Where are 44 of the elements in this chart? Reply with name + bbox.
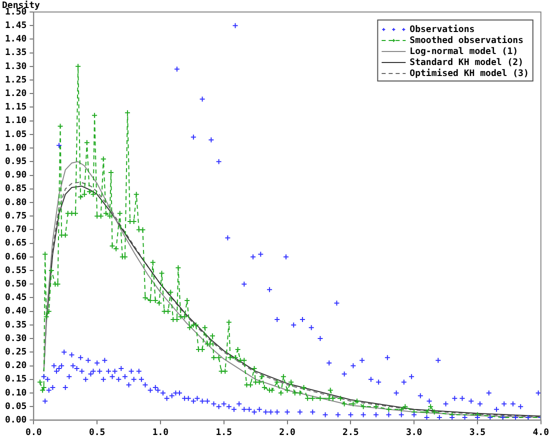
y-tick-label: 0.60 (4, 252, 27, 262)
y-tick-label: 0.55 (4, 266, 27, 276)
y-tick-label: 1.25 (4, 75, 27, 86)
y-tick-label: 1.30 (4, 62, 27, 72)
x-tick-label: 2.5 (342, 428, 359, 438)
y-tick-label: 1.35 (4, 48, 27, 58)
y-tick-label: 0.80 (4, 198, 27, 208)
y-tick-label: 0.65 (4, 238, 27, 249)
y-tick-label: 0.45 (4, 293, 27, 304)
legend-label: Observations (410, 24, 475, 35)
y-tick-label: 0.70 (4, 225, 27, 236)
y-tick-label: 0.20 (4, 361, 27, 372)
y-tick-label: 0.75 (4, 211, 27, 222)
x-tick-label: 0.0 (26, 428, 42, 438)
y-tick-label: 0.05 (4, 402, 27, 412)
x-tick-label: 1.0 (152, 428, 169, 438)
y-tick-label: 0.30 (4, 334, 27, 344)
y-tick-label: 1.05 (4, 130, 27, 140)
y-tick-label: 0.40 (4, 306, 27, 317)
y-tick-label: 1.40 (4, 34, 27, 45)
x-tick-label: 4.0 (532, 428, 550, 438)
x-tick-label: 0.5 (88, 428, 106, 438)
y-tick-label: 1.15 (4, 102, 27, 113)
y-tick-label: 0.50 (4, 279, 27, 290)
y-tick-label: 1.45 (4, 20, 27, 31)
x-tick-label: 1.5 (216, 428, 232, 438)
x-tick-label: 3.5 (469, 428, 486, 438)
y-tick-label: 0.35 (4, 320, 27, 330)
x-tick-label: 3.0 (406, 428, 422, 438)
legend-label: Standard KH model (2) (410, 58, 524, 68)
y-tick-label: 0.15 (4, 374, 27, 385)
y-tick-label: 0.10 (4, 388, 27, 398)
x-tick-label: 2.0 (279, 428, 296, 438)
y-tick-label: 1.00 (4, 143, 27, 154)
y-tick-label: 0.25 (4, 348, 27, 358)
y-tick-label: 0.95 (4, 157, 27, 168)
y-tick-label: 0.00 (4, 416, 27, 426)
y-tick-label: 1.20 (4, 88, 27, 99)
y-tick-label: 0.85 (4, 184, 27, 194)
legend-label: Optimised KH model (3) (410, 68, 529, 79)
legend-label: Smoothed observations (410, 34, 524, 46)
y-tick-label: 1.10 (4, 116, 27, 126)
y-tick-label: 0.90 (4, 170, 27, 181)
legend-label: Log-normal model (1) (410, 46, 518, 57)
